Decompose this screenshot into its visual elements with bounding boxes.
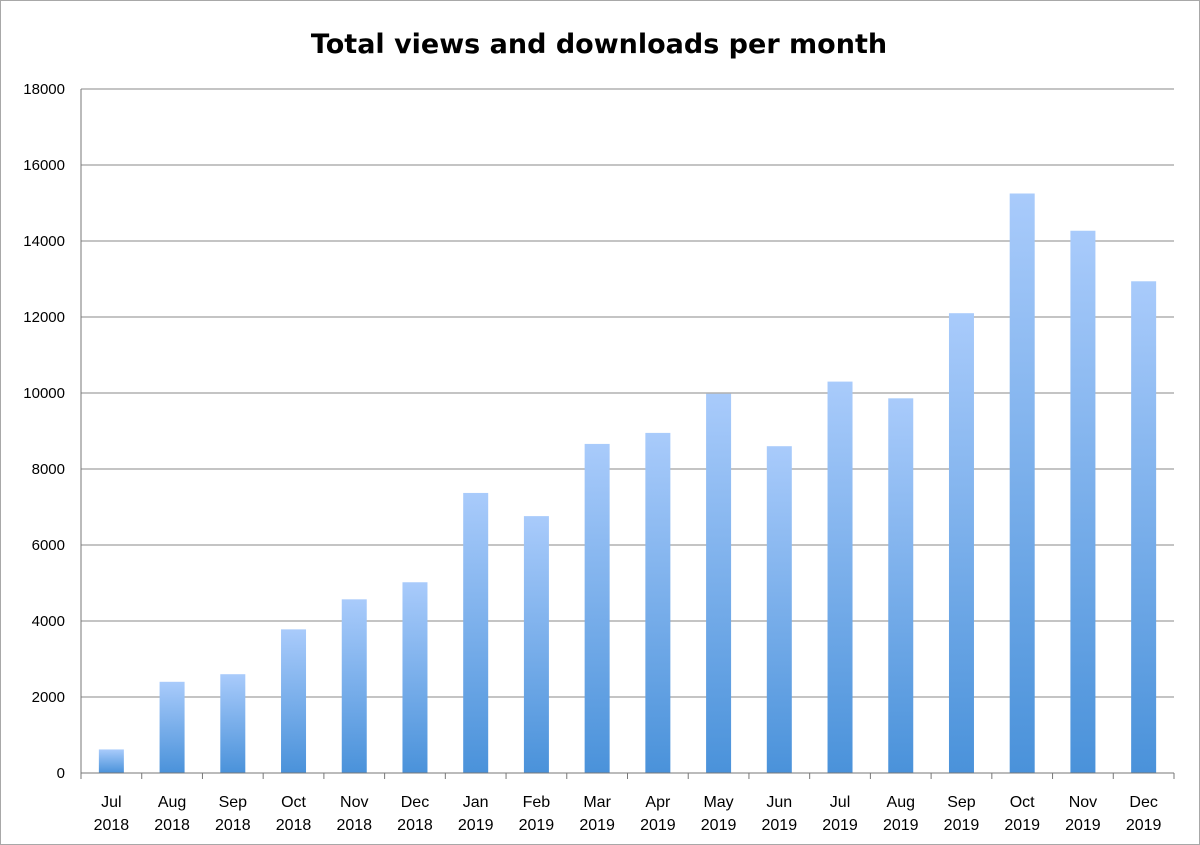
x-tick-label-month: Nov — [340, 794, 368, 811]
x-tick-label-year: 2019 — [944, 817, 980, 834]
bar — [523, 516, 549, 773]
x-tick-label-month: Sep — [947, 794, 976, 811]
x-tick-label-year: 2018 — [336, 817, 372, 834]
x-tick-label-year: 2018 — [154, 817, 190, 834]
y-tick-label: 4000 — [32, 613, 65, 630]
x-tick-label-year: 2019 — [701, 817, 737, 834]
bar — [402, 582, 428, 773]
y-tick-label: 6000 — [32, 537, 65, 554]
y-tick-label: 0 — [57, 765, 65, 782]
bar — [766, 446, 792, 773]
bar — [1070, 230, 1096, 774]
x-tick-label-year: 2019 — [822, 817, 858, 834]
x-tick-label-month: Jun — [766, 794, 792, 811]
x-tick-label-month: Dec — [1129, 794, 1157, 811]
x-tick-label-month: Dec — [401, 794, 429, 811]
y-tick-label: 10000 — [23, 385, 65, 402]
x-tick-label-year: 2019 — [640, 817, 676, 834]
x-tick-label-month: Jul — [830, 794, 850, 811]
x-tick-label-month: Nov — [1069, 794, 1097, 811]
x-tick-label-year: 2019 — [519, 817, 555, 834]
x-tick-label-year: 2019 — [883, 817, 919, 834]
bar — [281, 629, 307, 773]
y-tick-label: 2000 — [32, 689, 65, 706]
bar — [1131, 281, 1157, 773]
x-tick-label-year: 2018 — [276, 817, 312, 834]
bar — [706, 393, 732, 773]
x-tick-label-month: May — [703, 794, 733, 811]
bar — [948, 313, 974, 773]
x-tick-label-year: 2019 — [458, 817, 494, 834]
y-tick-label: 12000 — [23, 309, 65, 326]
x-tick-label-year: 2018 — [397, 817, 433, 834]
bar — [463, 492, 489, 773]
bar — [827, 381, 853, 773]
bar — [220, 674, 246, 773]
bar — [98, 749, 124, 773]
y-tick-label: 14000 — [23, 233, 65, 250]
bar — [159, 681, 185, 773]
x-tick-label-year: 2018 — [215, 817, 251, 834]
x-tick-label-month: Mar — [583, 794, 611, 811]
y-tick-label: 8000 — [32, 461, 65, 478]
bar — [1009, 193, 1035, 773]
bar — [341, 599, 367, 773]
bar — [888, 398, 914, 773]
bar — [645, 432, 671, 773]
y-tick-label: 16000 — [23, 157, 65, 174]
bar — [584, 443, 610, 773]
x-tick-label-month: Oct — [1010, 794, 1035, 811]
x-tick-label-month: Aug — [887, 794, 915, 811]
x-tick-label-year: 2018 — [94, 817, 130, 834]
x-tick-label-month: Feb — [523, 794, 551, 811]
x-tick-label-year: 2019 — [1126, 817, 1162, 834]
x-tick-label-month: Jan — [463, 794, 489, 811]
x-tick-label-month: Aug — [158, 794, 186, 811]
x-tick-label-month: Sep — [219, 794, 248, 811]
x-tick-label-month: Oct — [281, 794, 306, 811]
chart-title: Total views and downloads per month — [311, 29, 887, 60]
x-tick-label-month: Apr — [645, 794, 671, 811]
y-tick-label: 18000 — [23, 81, 65, 98]
x-tick-label-year: 2019 — [579, 817, 615, 834]
x-tick-label-month: Jul — [101, 794, 121, 811]
x-tick-label-year: 2019 — [1004, 817, 1040, 834]
x-tick-label-year: 2019 — [762, 817, 798, 834]
x-tick-label-year: 2019 — [1065, 817, 1101, 834]
